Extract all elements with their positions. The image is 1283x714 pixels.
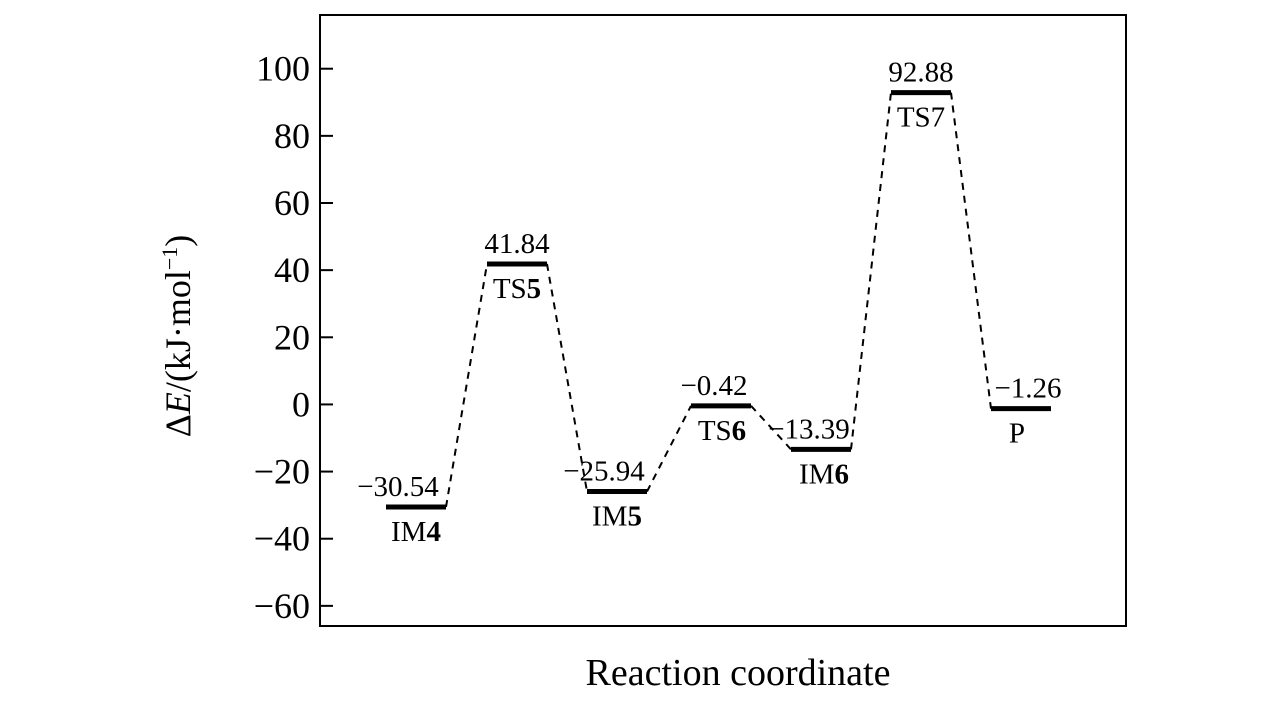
plot-frame (319, 14, 1127, 627)
x-axis-label: Reaction coordinate (586, 652, 891, 694)
species-label: TS5 (493, 273, 541, 305)
y-axis-label-delta: Δ (158, 414, 198, 437)
y-axis-label-exponent: −1 (157, 247, 182, 270)
y-axis-label-symbol: E (158, 392, 198, 415)
y-axis-ticks: 100 80 60 40 20 0 −20 −40 −60 (254, 49, 333, 626)
species-label: TS7 (897, 102, 945, 134)
y-tick-label: 0 (292, 384, 310, 424)
y-tick-label: 40 (274, 250, 310, 290)
connector-line (850, 92, 892, 450)
value-label: 92.88 (888, 57, 953, 89)
species-label: IM4 (391, 516, 441, 548)
value-label: −1.26 (994, 373, 1061, 405)
y-tick-label: 20 (274, 317, 310, 357)
y-tick-label: 100 (256, 49, 310, 89)
connector-line (646, 405, 692, 492)
energy-levels: −30.54 IM4 41.84 TS5 −25.94 IM5 −0.42 TS6 −13.39… (357, 57, 1061, 548)
y-axis-label-close: ) (158, 235, 198, 247)
y-tick-label: 80 (274, 116, 310, 156)
species-label: IM6 (799, 458, 849, 490)
value-label: −0.42 (680, 370, 747, 402)
value-label: −25.94 (563, 456, 645, 488)
value-label: −13.39 (768, 413, 850, 445)
connector-line (445, 263, 488, 508)
y-tick-label: 60 (274, 183, 310, 223)
value-label: 41.84 (484, 228, 550, 260)
species-label: TS6 (698, 415, 746, 447)
y-axis-label: ΔE/(kJ·mol−1) (157, 235, 198, 438)
y-tick-label: −60 (254, 586, 310, 626)
y-axis-label-unit: /(kJ·mol (158, 270, 198, 392)
connector-line (950, 92, 992, 409)
y-tick-label: −40 (254, 519, 310, 559)
y-tick-label: −20 (254, 452, 310, 492)
species-label: IM5 (592, 501, 642, 533)
value-label: −30.54 (357, 471, 439, 503)
connector-line (750, 405, 792, 451)
connector-lines (445, 92, 992, 508)
species-label: P (1009, 418, 1025, 450)
